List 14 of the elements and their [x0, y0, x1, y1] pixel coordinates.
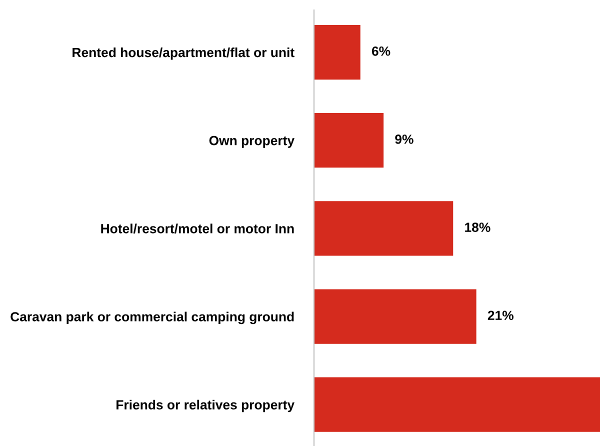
bar: [314, 113, 384, 168]
y-tick-label: Caravan park or commercial camping ground: [10, 312, 294, 324]
bar: [314, 377, 600, 432]
data-label: 21%: [488, 310, 514, 320]
bar: [314, 201, 454, 256]
data-label: 18%: [465, 222, 490, 232]
data-label: 6%: [372, 46, 390, 56]
bar: [314, 289, 476, 344]
data-label: 9%: [395, 134, 414, 144]
y-tick-label: Hotel/resort/motel or motor Inn: [101, 224, 294, 234]
y-tick-label: Own property: [209, 136, 294, 148]
bar: [314, 24, 360, 80]
y-tick-label: Friends or relatives property: [116, 400, 294, 412]
y-tick-label: Rented house/apartment/flat or unit: [72, 48, 294, 60]
